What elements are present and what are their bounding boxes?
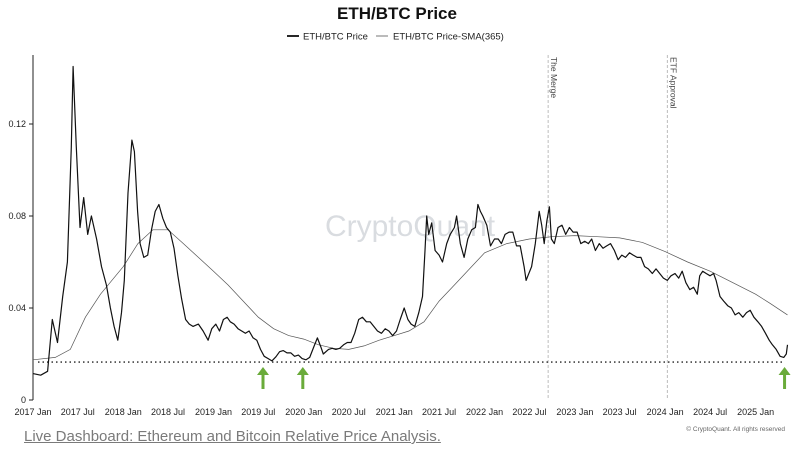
- x-tick-label: 2020 Jul: [332, 407, 366, 417]
- x-tick-label: 2017 Jul: [61, 407, 95, 417]
- arrow-head: [296, 367, 309, 375]
- x-tick-label: 2025 Jan: [737, 407, 774, 417]
- x-tick-label: 2018 Jan: [105, 407, 142, 417]
- x-axis: 2017 Jan 2017 Jul 2018 Jan 2018 Jul 2019 Jan…: [14, 407, 774, 417]
- x-tick-label: 2022 Jul: [512, 407, 546, 417]
- y-axis: 0 0.04 0.08 0.12: [8, 119, 33, 405]
- x-tick-label: 2023 Jan: [556, 407, 593, 417]
- x-tick-label: 2021 Jan: [376, 407, 413, 417]
- x-tick-label: 2023 Jul: [603, 407, 637, 417]
- x-tick-label: 2021 Jul: [422, 407, 456, 417]
- copyright-text: © CryptoQuant. All rights reserved: [686, 425, 785, 433]
- up-arrow-icon: [778, 367, 791, 389]
- legend: ETH/BTC Price ETH/BTC Price-SMA(365): [287, 32, 504, 43]
- series-line-sma: [32, 229, 788, 361]
- y-tick-label: 0.08: [8, 211, 26, 221]
- up-arrow-icon: [296, 367, 309, 389]
- arrow-head: [778, 367, 791, 375]
- event-markers: The Merge ETF Approval: [547, 55, 678, 400]
- legend-label-sma: ETH/BTC Price-SMA(365): [393, 32, 504, 43]
- legend-label-price: ETH/BTC Price: [303, 32, 368, 43]
- event-label: The Merge: [549, 57, 559, 98]
- x-tick-label: 2017 Jan: [14, 407, 51, 417]
- y-tick-label: 0.04: [8, 303, 26, 313]
- x-tick-label: 2024 Jul: [693, 407, 727, 417]
- support-arrows: [256, 367, 791, 389]
- y-tick-label: 0: [21, 395, 26, 405]
- x-tick-label: 2020 Jan: [285, 407, 322, 417]
- chart-title: ETH/BTC Price: [337, 4, 457, 23]
- y-tick-label: 0.12: [8, 119, 26, 129]
- x-tick-label: 2018 Jul: [151, 407, 185, 417]
- live-dashboard-link[interactable]: Live Dashboard: Ethereum and Bitcoin Rel…: [24, 428, 441, 445]
- series-line-price: [32, 65, 789, 376]
- x-tick-label: 2024 Jan: [647, 407, 684, 417]
- x-tick-label: 2019 Jan: [195, 407, 232, 417]
- x-tick-label: 2019 Jul: [241, 407, 275, 417]
- up-arrow-icon: [256, 367, 269, 389]
- x-tick-label: 2022 Jan: [466, 407, 503, 417]
- arrow-head: [256, 367, 269, 375]
- watermark: CryptoQuant: [325, 210, 496, 243]
- event-label: ETF Approval: [668, 57, 678, 109]
